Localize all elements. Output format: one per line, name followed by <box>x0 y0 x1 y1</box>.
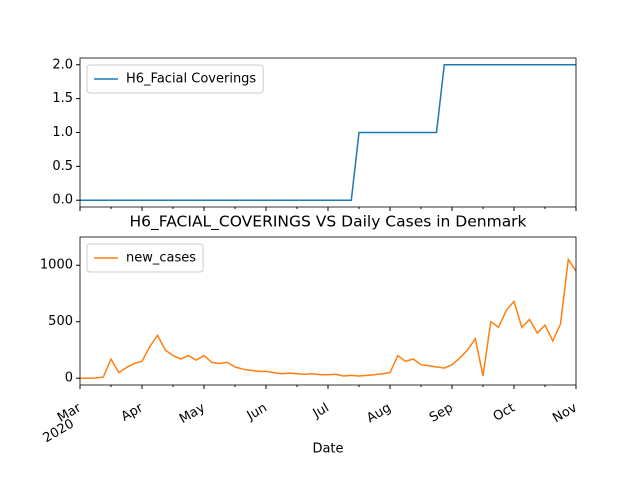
y-tick-label: 2.0 <box>52 57 73 72</box>
y-tick-label: 1.5 <box>52 91 73 106</box>
axes-frame <box>79 236 577 386</box>
x-tick-label: Jun <box>244 401 270 425</box>
legend-frame <box>86 243 204 273</box>
y-tick-label: 0 <box>65 371 73 386</box>
y-tick-label: 1000 <box>40 258 73 273</box>
chart-title: H6_FACIAL_COVERINGS VS Daily Cases in De… <box>129 213 526 232</box>
legend-frame <box>86 64 264 94</box>
series-line <box>80 257 577 379</box>
axes-frame <box>79 57 577 208</box>
legend: new_cases <box>86 243 204 273</box>
legend-label: new_cases <box>126 251 196 266</box>
legend-label: H6_Facial Coverings <box>126 72 256 87</box>
x-tick-label: Jul <box>310 401 332 422</box>
x-tick-label: Aug <box>364 401 393 427</box>
y-tick-label: 0.0 <box>52 193 73 208</box>
y-tick-label: 500 <box>48 314 73 329</box>
x-axis-label: Date <box>312 442 343 457</box>
x-tick-label: Apr <box>119 400 147 425</box>
series-line <box>80 64 576 201</box>
legend: H6_Facial Coverings <box>86 64 264 94</box>
x-tick-label: Oct <box>491 401 518 425</box>
y-tick-label: 1.0 <box>52 125 73 140</box>
y-tick-label: 0.5 <box>52 159 73 174</box>
x-tick-label: Sep <box>427 401 456 426</box>
x-tick-label: Nov <box>550 400 580 426</box>
x-tick-label: May <box>177 400 208 427</box>
